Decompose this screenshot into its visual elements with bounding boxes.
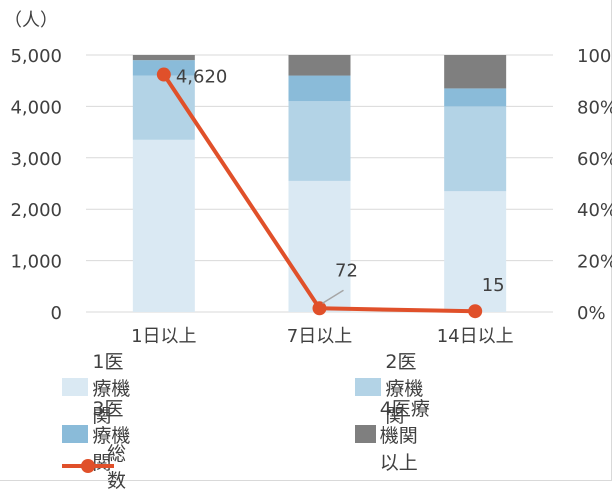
total-point	[312, 301, 327, 316]
right-axis-ticks: 0% 20% 40% 60% 80% 100%	[577, 46, 612, 324]
left-tick-label: 5,000	[10, 46, 62, 67]
left-tick-label: 0	[51, 303, 62, 324]
legend-swatch-2	[355, 378, 382, 396]
bar-segment	[132, 139, 195, 312]
legend-swatch-4	[355, 425, 376, 443]
legend-item-4: 4医療機関以上	[355, 398, 430, 474]
right-tick-label: 100%	[577, 46, 612, 67]
bar-segment	[444, 106, 507, 192]
legend-item-1: 1医療機関	[62, 351, 137, 427]
left-tick-label: 2,000	[10, 200, 62, 221]
data-label: 15	[482, 275, 505, 296]
legend-swatch-3	[62, 425, 89, 443]
x-tick-label: 7日以上	[287, 326, 352, 347]
total-point	[156, 67, 171, 82]
bar-segment	[444, 88, 507, 107]
x-axis-ticks: 1日以上 7日以上 14日以上	[131, 326, 514, 347]
bar-segment	[288, 180, 351, 312]
legend-item-3: 3医療機関	[62, 398, 137, 474]
legend-label-1: 1医療機関	[92, 350, 131, 427]
bar-segment	[288, 101, 351, 181]
bar-segment	[444, 55, 507, 89]
legend-swatch-1	[62, 378, 89, 396]
data-label: 72	[335, 260, 358, 281]
y-axis-unit-label: （人）	[4, 10, 58, 31]
data-labels: 4,620 72 15	[176, 67, 505, 304]
total-line	[156, 67, 483, 319]
total-point	[468, 304, 483, 319]
legend-item-total: 総数	[62, 443, 137, 492]
legend-label-2: 2医療機関	[385, 350, 424, 427]
left-tick-label: 1,000	[10, 252, 62, 273]
right-tick-label: 80%	[577, 97, 612, 118]
left-tick-label: 4,000	[10, 97, 62, 118]
legend-line-marker	[62, 457, 114, 475]
data-label-leader	[322, 289, 344, 304]
bar-segment	[288, 55, 351, 76]
right-tick-label: 0%	[577, 303, 606, 324]
bar-segment	[288, 75, 351, 102]
bar-segment	[132, 55, 195, 61]
right-tick-label: 60%	[577, 149, 612, 170]
bar-segment	[444, 191, 507, 312]
x-tick-label: 14日以上	[437, 326, 514, 347]
legend-item-2: 2医療機関	[355, 351, 430, 427]
right-tick-label: 40%	[577, 200, 612, 221]
stacked-bars	[132, 55, 507, 312]
stacked-bar-line-chart: （人） 0 1,000 2,000 3,000 4,000 5,000 0% 20% 40% 6…	[4, 10, 612, 347]
legend-label-3: 3医療機関	[92, 397, 131, 474]
data-label: 4,620	[176, 67, 228, 88]
legend-label-4: 4医療機関以上	[379, 397, 430, 474]
left-axis-ticks: 0 1,000 2,000 3,000 4,000 5,000	[10, 46, 62, 324]
x-tick-label: 1日以上	[131, 326, 196, 347]
left-tick-label: 3,000	[10, 149, 62, 170]
right-tick-label: 20%	[577, 252, 612, 273]
